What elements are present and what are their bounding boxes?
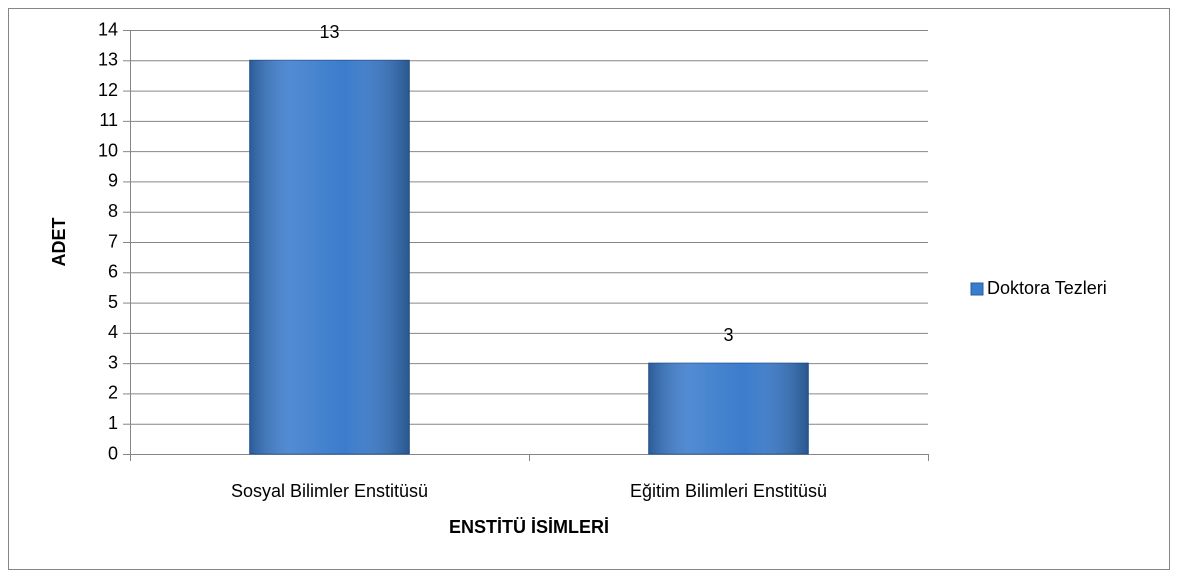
y-tick-label: 5 [108, 292, 118, 312]
y-tick-label: 9 [108, 171, 118, 191]
y-tick-label: 11 [99, 110, 118, 130]
legend-label: Doktora Tezleri [987, 278, 1107, 298]
y-tick-label: 10 [98, 140, 118, 160]
y-tick-label: 7 [108, 231, 118, 251]
y-tick-label: 14 [98, 19, 118, 39]
y-tick-label: 4 [108, 322, 118, 342]
x-axis-label: ENSTİTÜ İSİMLERİ [449, 517, 609, 537]
bar [648, 362, 809, 455]
y-axis-label: ADET [49, 217, 69, 266]
y-tick-label: 13 [98, 50, 118, 70]
y-tick-label: 0 [108, 443, 118, 463]
y-tick-label: 3 [108, 352, 118, 372]
legend-swatch [970, 282, 984, 296]
x-tick-label: Eğitim Bilimleri Enstitüsü [630, 481, 827, 501]
y-tick-label: 6 [108, 262, 118, 282]
data-label: 13 [319, 22, 339, 42]
x-tick-label: Sosyal Bilimler Enstitüsü [231, 481, 428, 501]
y-tick-label: 12 [98, 80, 118, 100]
data-label: 3 [723, 325, 733, 345]
y-tick-label: 8 [108, 201, 118, 221]
bar [249, 59, 410, 455]
y-tick-label: 2 [108, 383, 118, 403]
y-tick-label: 1 [108, 413, 118, 433]
